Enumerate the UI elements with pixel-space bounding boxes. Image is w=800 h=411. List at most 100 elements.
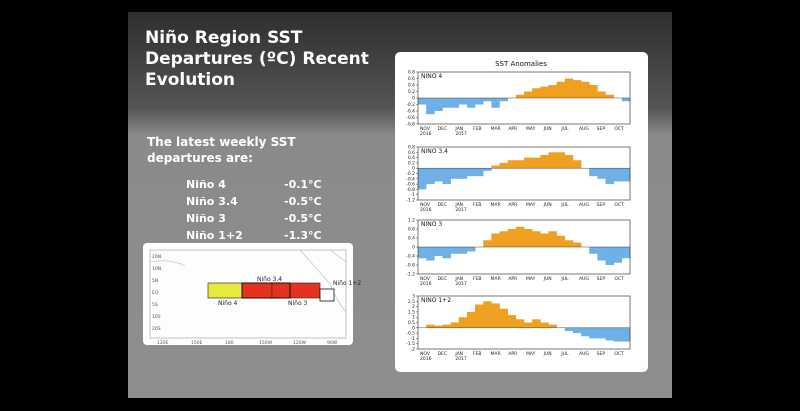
anomaly-bar [532, 157, 541, 169]
departure-value: -0.5°C [284, 195, 322, 208]
nino4-box [207, 282, 243, 299]
anomaly-bar [524, 157, 533, 169]
anomaly-bar [515, 226, 525, 247]
anomaly-bar [442, 324, 451, 328]
anomaly-bar [434, 247, 443, 256]
y-tick-label: 0 [412, 96, 415, 102]
anomaly-bar [589, 327, 598, 339]
anomaly-bar [458, 98, 468, 105]
map-lon-label: 90W [327, 340, 338, 346]
month-label: APR [508, 276, 517, 282]
month-label: MAR [491, 276, 501, 282]
month-label: OCT [614, 202, 624, 208]
chart-title: SST Anomalies [495, 60, 547, 68]
map-lat-label: EQ [152, 290, 159, 296]
anomaly-bar [540, 322, 549, 328]
departure-value: -1.3°C [284, 229, 322, 242]
month-label: AUG [579, 126, 589, 132]
anomaly-bar [475, 168, 484, 177]
anomaly-bar [564, 154, 574, 169]
anomaly-bar [564, 240, 574, 247]
month-label: MAR [491, 202, 501, 208]
anomaly-bar [556, 152, 566, 169]
y-tick-label: -0.4 [406, 176, 415, 182]
anomaly-bar [564, 78, 574, 98]
y-tick-label: -0.6 [406, 182, 415, 188]
y-tick-label: -0.2 [406, 102, 415, 108]
month-label: APR [508, 202, 517, 208]
title-line: Evolution [145, 70, 236, 90]
anomaly-bar [499, 98, 508, 102]
map-lat-label: 5S [152, 302, 158, 308]
y-tick-label: 0.2 [408, 160, 415, 166]
anomaly-bar [426, 98, 435, 115]
departure-region: Niño 3.4 [186, 195, 238, 208]
anomaly-bar [507, 229, 517, 247]
month-label: SEP [597, 351, 606, 357]
anomaly-bar [597, 91, 606, 98]
month-label: JUN [543, 276, 552, 282]
month-label: MAY [526, 202, 536, 208]
departure-row: Niño 3.4 -0.5°C [186, 195, 322, 212]
y-tick-label: 0 [412, 245, 415, 251]
month-label: FEB [473, 202, 482, 208]
anomaly-bar [483, 168, 492, 171]
y-tick-label: 0.2 [408, 89, 415, 95]
nino34-box-west [241, 282, 273, 299]
month-label: DEC [438, 202, 447, 208]
departure-value: -0.1°C [284, 178, 322, 191]
month-label: SEP [597, 202, 606, 208]
month-label: MAR [491, 351, 501, 357]
month-label: NOV [420, 126, 431, 132]
anomaly-bar [540, 86, 549, 98]
title-line: Niño Region SST [145, 28, 303, 48]
y-tick-label: 2.5 [408, 299, 415, 305]
month-label: JAN [454, 351, 463, 357]
y-tick-label: 3 [412, 294, 415, 300]
month-label: JUN [543, 351, 552, 357]
anomaly-bar [491, 233, 500, 247]
y-tick-label: 0 [412, 325, 415, 331]
y-tick-label: -0.6 [406, 115, 415, 121]
anomaly-bar [605, 247, 614, 265]
month-label: MAY [526, 276, 536, 282]
anomaly-bar [426, 324, 435, 328]
map-lat-label: 10N [152, 266, 161, 272]
departures: Niño 4 -0.1°C Niño 3.4 -0.5°C Niño 3 -0.5°C Ni… [186, 178, 322, 246]
month-label: APR [508, 351, 517, 357]
anomaly-bar [499, 308, 508, 328]
anomaly-bar [434, 325, 443, 328]
chart-panel [395, 52, 648, 372]
month-label: SEP [597, 126, 606, 132]
anomaly-bar [581, 327, 590, 337]
month-label: AUG [579, 202, 589, 208]
anomaly-bar [621, 247, 631, 259]
anomaly-bar [532, 88, 541, 98]
y-tick-label: -0.5 [406, 331, 415, 337]
anomaly-bar [589, 247, 598, 254]
y-tick-label: -1.5 [406, 341, 415, 347]
intro: The latest weekly SST departures are: [147, 134, 296, 166]
month-label: MAY [526, 351, 536, 357]
y-tick-label: 0 [412, 166, 415, 172]
anomaly-bar [418, 247, 427, 259]
anomaly-bar [540, 154, 549, 169]
month-label: JUL [560, 276, 569, 282]
anomaly-bar [589, 85, 598, 98]
anomaly-bar [515, 160, 525, 169]
anomaly-bar [418, 168, 427, 190]
anomaly-bar [418, 98, 427, 105]
anomaly-bar [507, 160, 517, 169]
map-lon-label: 180 [225, 340, 234, 346]
anomaly-bar [548, 231, 557, 247]
anomaly-bar [475, 98, 484, 105]
anomaly-bar [532, 319, 541, 328]
anomaly-bar [483, 301, 492, 328]
anomaly-bar [581, 81, 590, 98]
departure-region: Niño 3 [186, 212, 226, 225]
map-lon-label: 150E [191, 340, 203, 346]
y-tick-label: 1.5 [408, 309, 415, 315]
map-lon-label: 120E [157, 340, 169, 346]
anomaly-bar [605, 94, 614, 98]
anomaly-bar [466, 311, 476, 328]
